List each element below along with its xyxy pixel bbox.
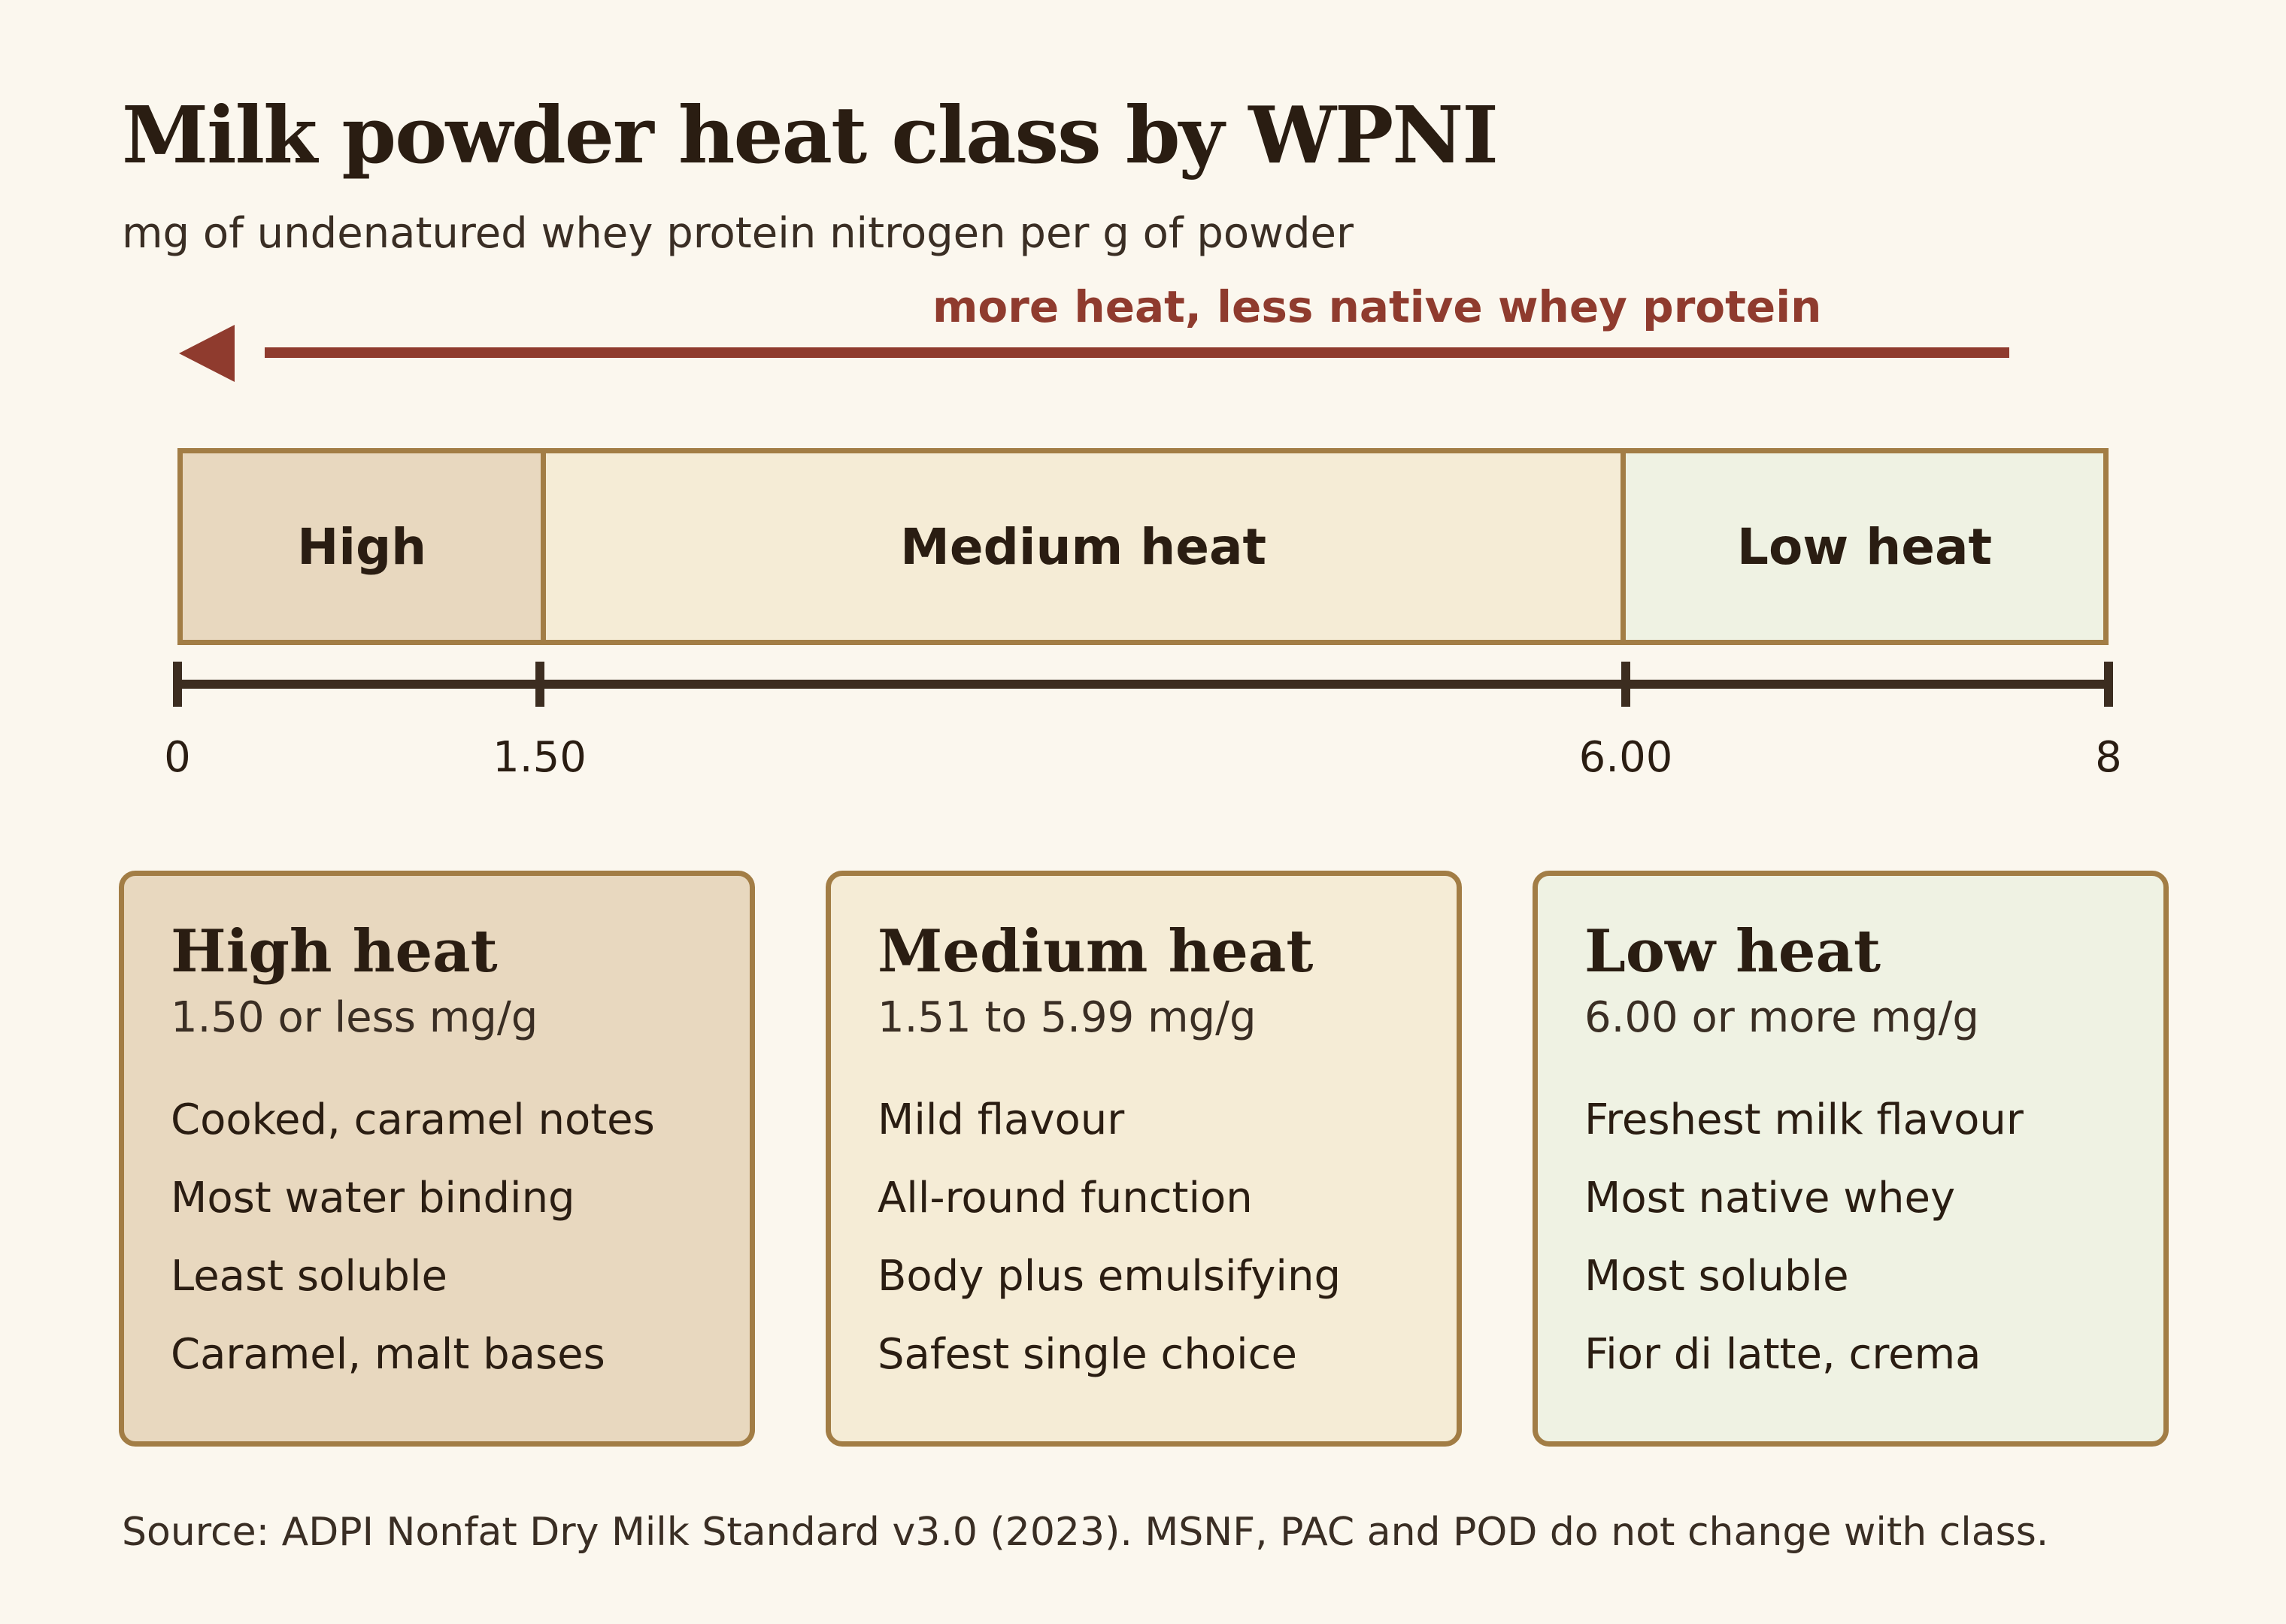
band-segment-medium-heat: Medium heat <box>541 453 1621 640</box>
axis-tick-label: 8 <box>2095 733 2122 782</box>
band-segment-high: High <box>183 453 541 640</box>
heat-class-card-low-heat: Low heat 6.00 or more mg/g Freshest milk f… <box>1533 871 2169 1447</box>
card-attribute: Least soluble <box>171 1251 447 1301</box>
card-attribute: Mild flavour <box>878 1095 1125 1144</box>
card-attribute: Fior di latte, crema <box>1584 1329 1981 1379</box>
axis-tick-label: 1.50 <box>493 733 587 782</box>
card-attribute-list: Freshest milk flavour Most native whey Mos… <box>1584 1081 2163 1394</box>
axis-tick <box>2104 662 2113 707</box>
left-arrow-icon <box>179 325 235 382</box>
card-attribute-list: Cooked, caramel notes Most water binding L… <box>171 1081 750 1394</box>
heat-class-band-bar: High Medium heat Low heat <box>177 448 2109 645</box>
band-label: Medium heat <box>900 517 1267 576</box>
chart-title: Milk powder heat class by WPNI <box>122 89 1499 181</box>
band-segment-low-heat: Low heat <box>1621 453 2103 640</box>
card-title: Low heat <box>1584 917 1881 986</box>
card-range: 1.50 or less mg/g <box>171 992 538 1042</box>
card-attribute: Safest single choice <box>878 1329 1297 1379</box>
heat-class-card-medium-heat: Medium heat 1.51 to 5.99 mg/g Mild flavour… <box>826 871 1462 1447</box>
direction-arrow-line <box>265 347 2009 358</box>
card-range: 1.51 to 5.99 mg/g <box>878 992 1257 1042</box>
card-attribute: Most soluble <box>1584 1251 1849 1301</box>
card-attribute-list: Mild flavour All-round function Body plus … <box>878 1081 1457 1394</box>
axis-tick <box>1621 662 1630 707</box>
wpni-axis <box>177 680 2109 689</box>
card-attribute: All-round function <box>878 1173 1253 1223</box>
axis-tick-label: 0 <box>164 733 191 782</box>
axis-tick <box>535 662 544 707</box>
card-attribute: Most native whey <box>1584 1173 1956 1223</box>
band-label: Low heat <box>1736 517 1993 576</box>
card-attribute: Freshest milk flavour <box>1584 1095 2024 1144</box>
card-range: 6.00 or more mg/g <box>1584 992 1979 1042</box>
card-attribute: Caramel, malt bases <box>171 1329 605 1379</box>
band-label: High <box>297 517 427 576</box>
card-title: High heat <box>171 917 498 986</box>
card-attribute: Cooked, caramel notes <box>171 1095 655 1144</box>
card-attribute: Body plus emulsifying <box>878 1251 1341 1301</box>
axis-tick <box>173 662 182 707</box>
card-title: Medium heat <box>878 917 1314 986</box>
card-attribute: Most water binding <box>171 1173 575 1223</box>
source-note: Source: ADPI Nonfat Dry Milk Standard v3… <box>122 1510 2049 1555</box>
heat-class-card-high-heat: High heat 1.50 or less mg/g Cooked, carame… <box>119 871 755 1447</box>
chart-subtitle: mg of undenatured whey protein nitrogen … <box>122 209 1354 258</box>
direction-arrow-label: more heat, less native whey protein <box>932 281 1822 332</box>
axis-tick-label: 6.00 <box>1578 733 1673 782</box>
